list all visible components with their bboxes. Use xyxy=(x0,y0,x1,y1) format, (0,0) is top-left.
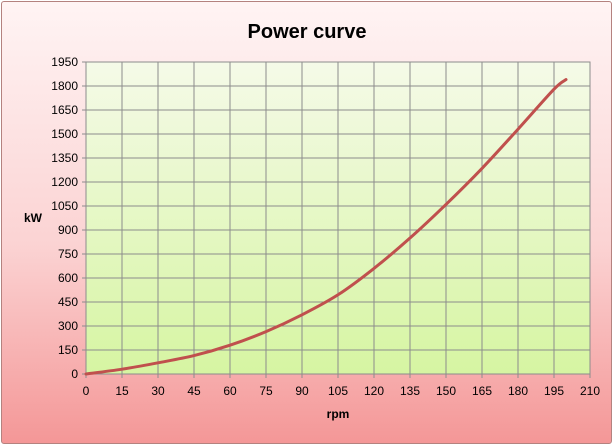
x-tick-label: 135 xyxy=(400,384,420,398)
y-tick-label: 450 xyxy=(58,295,78,309)
series-lines xyxy=(84,78,568,376)
y-tick-label: 1650 xyxy=(51,103,78,117)
y-tick-label: 1050 xyxy=(51,199,78,213)
x-tick-label: 150 xyxy=(436,384,456,398)
x-tick-labels: 0 15 30 45 60 75 90 105 120 135 150 165 180 195 210 xyxy=(83,384,601,398)
y-tick-label: 300 xyxy=(58,319,78,333)
x-tick-label: 75 xyxy=(259,384,273,398)
x-tick-label: 195 xyxy=(544,384,564,398)
y-tick-labels: 0 150 300 450 600 750 900 1050 1200 1350 1500 1650 1… xyxy=(51,55,78,381)
x-tick-label: 60 xyxy=(223,384,237,398)
y-tick-label: 1800 xyxy=(51,79,78,93)
gridlines xyxy=(82,61,591,378)
x-tick-label: 105 xyxy=(328,384,348,398)
y-tick-label: 750 xyxy=(58,247,78,261)
x-tick-label: 120 xyxy=(364,384,384,398)
y-tick-label: 900 xyxy=(58,223,78,237)
x-tick-label: 210 xyxy=(580,384,600,398)
x-tick-label: 15 xyxy=(115,384,129,398)
y-tick-label: 150 xyxy=(58,343,78,357)
x-tick-label: 165 xyxy=(472,384,492,398)
y-tick-label: 1500 xyxy=(51,127,78,141)
x-tick-label: 0 xyxy=(83,384,90,398)
chart-title: Power curve xyxy=(248,21,367,43)
y-tick-label: 1950 xyxy=(51,55,78,69)
x-axis-label: rpm xyxy=(327,407,350,421)
y-tick-label: 600 xyxy=(58,271,78,285)
x-tick-label: 45 xyxy=(187,384,201,398)
y-tick-label: 0 xyxy=(71,367,78,381)
y-tick-label: 1200 xyxy=(51,175,78,189)
y-tick-label: 1350 xyxy=(51,151,78,165)
y-axis-label: kW xyxy=(24,211,43,225)
x-tick-label: 180 xyxy=(508,384,528,398)
x-tick-label: 90 xyxy=(295,384,309,398)
x-tick-label: 30 xyxy=(151,384,165,398)
power-series-line xyxy=(84,78,568,376)
